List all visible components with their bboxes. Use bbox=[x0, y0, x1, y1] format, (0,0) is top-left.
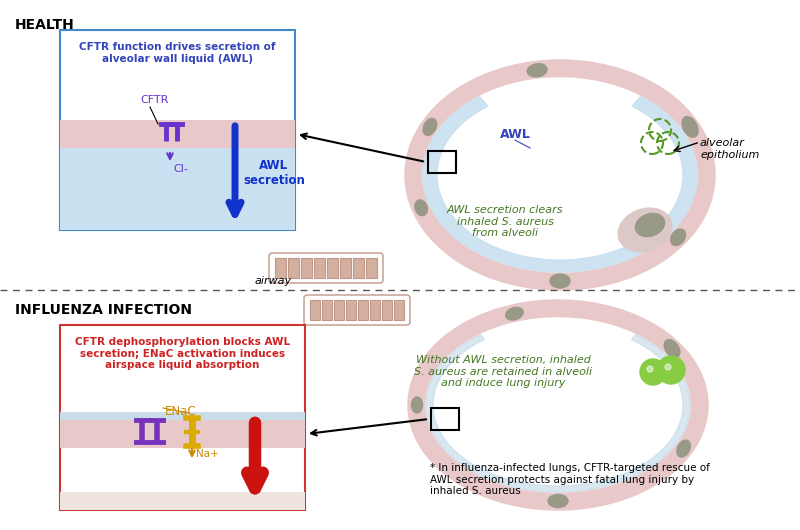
Bar bbox=[60, 492, 305, 510]
Bar bbox=[358, 300, 368, 320]
Text: ENaC: ENaC bbox=[165, 405, 197, 418]
Polygon shape bbox=[426, 318, 690, 492]
Bar bbox=[428, 151, 456, 173]
Ellipse shape bbox=[664, 340, 680, 358]
Ellipse shape bbox=[618, 208, 672, 252]
Text: CFTR: CFTR bbox=[140, 95, 168, 105]
Ellipse shape bbox=[411, 397, 422, 413]
Ellipse shape bbox=[527, 64, 547, 77]
Bar bbox=[346, 300, 356, 320]
Text: AWL secretion clears
inhaled S. aureus
from alveoli: AWL secretion clears inhaled S. aureus f… bbox=[446, 205, 563, 238]
Ellipse shape bbox=[550, 274, 570, 288]
Text: Na+: Na+ bbox=[196, 449, 218, 459]
Circle shape bbox=[647, 366, 653, 372]
Ellipse shape bbox=[415, 200, 427, 216]
Bar bbox=[314, 258, 325, 278]
Ellipse shape bbox=[548, 494, 568, 508]
Bar bbox=[334, 300, 344, 320]
Text: Without AWL secretion, inhaled
S. aureus are retained in alveoli
and induce lung: Without AWL secretion, inhaled S. aureus… bbox=[414, 355, 592, 388]
Bar bbox=[310, 300, 320, 320]
Bar bbox=[340, 258, 351, 278]
Circle shape bbox=[665, 364, 671, 370]
Bar bbox=[382, 300, 392, 320]
Bar bbox=[60, 420, 305, 448]
Polygon shape bbox=[408, 300, 708, 510]
Text: INFLUENZA INFECTION: INFLUENZA INFECTION bbox=[15, 303, 192, 317]
Bar bbox=[60, 120, 295, 148]
Ellipse shape bbox=[635, 214, 665, 236]
Bar bbox=[60, 412, 305, 420]
Circle shape bbox=[657, 356, 685, 384]
Bar bbox=[353, 258, 364, 278]
Bar bbox=[301, 258, 312, 278]
Text: CFTR dephosphorylation blocks AWL
secretion; ENaC activation induces
airspace li: CFTR dephosphorylation blocks AWL secret… bbox=[75, 337, 290, 370]
Text: AWL
secretion: AWL secretion bbox=[243, 159, 305, 187]
Text: alveolar
epitholium: alveolar epitholium bbox=[700, 138, 759, 160]
Circle shape bbox=[640, 359, 666, 385]
Bar bbox=[394, 300, 404, 320]
Ellipse shape bbox=[670, 229, 686, 245]
Ellipse shape bbox=[506, 307, 523, 320]
Polygon shape bbox=[405, 60, 715, 290]
Bar bbox=[60, 148, 295, 230]
Bar bbox=[366, 258, 377, 278]
Text: airway: airway bbox=[255, 276, 292, 286]
Polygon shape bbox=[423, 78, 697, 272]
Ellipse shape bbox=[677, 440, 690, 457]
Ellipse shape bbox=[682, 117, 698, 137]
Text: Cl-: Cl- bbox=[173, 164, 188, 174]
Bar bbox=[275, 258, 286, 278]
Ellipse shape bbox=[423, 118, 437, 135]
Bar bbox=[370, 300, 380, 320]
Bar bbox=[431, 408, 459, 430]
Bar bbox=[322, 300, 332, 320]
Bar bbox=[60, 325, 305, 510]
Text: HEALTH: HEALTH bbox=[15, 18, 74, 32]
Polygon shape bbox=[423, 96, 697, 272]
Bar bbox=[288, 258, 299, 278]
Text: CFTR function drives secretion of
alveolar wall liquid (AWL): CFTR function drives secretion of alveol… bbox=[79, 42, 276, 64]
Text: * In influenza-infected lungs, CFTR-targeted rescue of
AWL secretion protects ag: * In influenza-infected lungs, CFTR-targ… bbox=[430, 463, 710, 496]
Polygon shape bbox=[426, 334, 690, 492]
Bar bbox=[60, 30, 295, 230]
Text: AWL: AWL bbox=[500, 128, 531, 141]
Bar bbox=[327, 258, 338, 278]
